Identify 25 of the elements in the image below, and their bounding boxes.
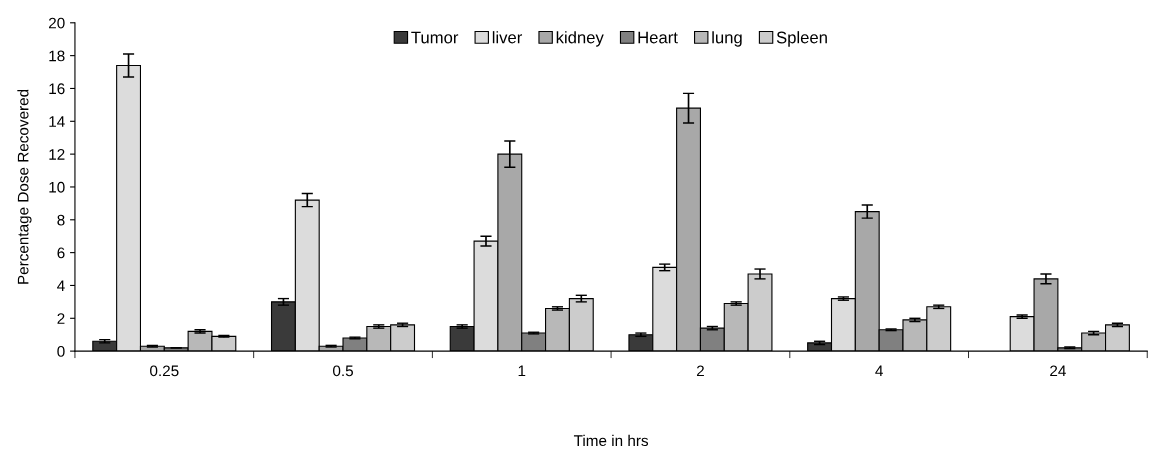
x-tick-label: 24	[1050, 365, 1066, 377]
y-tick-label: 16	[49, 83, 65, 95]
x-tick-label: 1	[518, 365, 526, 377]
legend-label: Tumor	[411, 31, 459, 44]
y-tick-label: 6	[57, 247, 65, 259]
y-tick-label: 2	[57, 313, 65, 324]
y-tick-label: 14	[49, 116, 65, 127]
x-tick-label: 2	[696, 365, 704, 377]
y-tick-label: 4	[57, 280, 65, 291]
y-tick-label: 18	[49, 50, 65, 62]
y-tick-label: 0	[57, 345, 65, 357]
x-tick-label: 0.5	[333, 365, 353, 377]
x-tick-label: 4	[875, 365, 883, 377]
y-tick-label: 8	[57, 214, 65, 226]
legend-label: Heart	[638, 31, 678, 44]
y-axis-title: Percentage Dose Recovered	[17, 89, 32, 284]
y-tick-label: 12	[49, 149, 65, 160]
legend-label: liver	[492, 31, 523, 44]
legend-label: Spleen	[776, 31, 827, 47]
legend-label: kidney	[556, 31, 604, 47]
x-axis-title: Time in hrs	[573, 434, 649, 447]
y-tick-label: 20	[49, 17, 65, 29]
y-tick-label: 10	[49, 181, 65, 193]
legend-label: lung	[712, 31, 742, 47]
x-tick-label: 0.25	[150, 365, 179, 377]
